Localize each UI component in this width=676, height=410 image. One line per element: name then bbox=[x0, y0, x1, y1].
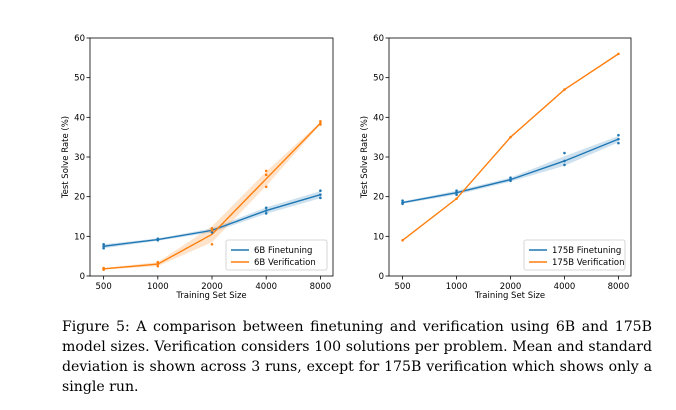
point-6b-finetuning-4000-run2 bbox=[264, 209, 268, 212]
legend-box bbox=[523, 239, 626, 271]
point-175b-finetuning-8000-run3 bbox=[617, 133, 620, 137]
point-6b-verification-8000-run2 bbox=[319, 121, 322, 125]
y-tick-label-50: 50 bbox=[74, 74, 85, 84]
band-6b-finetuning bbox=[103, 191, 321, 249]
y-tick-label-20: 20 bbox=[74, 193, 85, 203]
figure-caption: Figure 5: A comparison between finetunin… bbox=[62, 319, 652, 395]
legend-label-6b-finetuning: 6B Finetuning bbox=[254, 246, 312, 256]
legend-label-175b-verification: 175B Verification bbox=[552, 258, 625, 268]
point-6b-verification-4000-run1 bbox=[264, 185, 268, 189]
y-axis-label: Test Solve Rate (%) bbox=[360, 116, 370, 199]
x-tick-label-2000: 2000 bbox=[500, 282, 522, 292]
y-tick-label-40: 40 bbox=[74, 113, 85, 123]
point-175b-finetuning-4000-run3 bbox=[563, 151, 566, 155]
point-175b-finetuning-4000-run1 bbox=[563, 163, 566, 167]
point-6b-finetuning-500-run3 bbox=[102, 242, 105, 246]
point-6b-finetuning-8000-run1 bbox=[319, 196, 322, 200]
y-tick-label-10: 10 bbox=[74, 232, 85, 242]
point-6b-verification-8000-run3 bbox=[319, 120, 322, 123]
point-175b-verification-8000-run1 bbox=[617, 52, 620, 56]
band-175b-finetuning bbox=[402, 135, 619, 204]
legend-label-175b-finetuning: 175B Finetuning bbox=[552, 246, 621, 256]
x-tick-label-4000: 4000 bbox=[255, 282, 277, 292]
point-6b-finetuning-8000-run2 bbox=[319, 193, 322, 196]
x-tick-label-8000: 8000 bbox=[608, 282, 630, 292]
line-175b-verification bbox=[402, 53, 619, 241]
point-6b-finetuning-500-run2 bbox=[102, 244, 105, 248]
point-6b-verification-1000-run1 bbox=[156, 264, 160, 268]
band-6b-verification bbox=[103, 122, 321, 270]
point-175b-verification-2000-run1 bbox=[509, 135, 512, 139]
point-6b-finetuning-8000-run3 bbox=[319, 189, 322, 193]
x-tick-label-500: 500 bbox=[96, 282, 112, 292]
x-tick-label-1000: 1000 bbox=[147, 282, 169, 292]
y-tick-label-60: 60 bbox=[74, 34, 85, 44]
legend-box bbox=[225, 239, 328, 271]
point-6b-verification-4000-run2 bbox=[264, 173, 268, 177]
y-tick-label-20: 20 bbox=[373, 193, 384, 203]
point-175b-verification-1000-run1 bbox=[455, 197, 458, 200]
y-tick-label-30: 30 bbox=[373, 153, 384, 163]
point-6b-verification-2000-run3 bbox=[210, 227, 214, 230]
point-6b-verification-500-run3 bbox=[102, 266, 105, 270]
x-tick-label-8000: 8000 bbox=[310, 282, 332, 292]
y-axis-label: Test Solve Rate (%) bbox=[61, 116, 71, 199]
x-tick-label-2000: 2000 bbox=[201, 282, 223, 292]
x-tick-label-500: 500 bbox=[394, 282, 410, 292]
point-6b-finetuning-4000-run3 bbox=[264, 206, 268, 210]
point-175b-finetuning-500-run3 bbox=[401, 199, 404, 202]
x-tick-label-4000: 4000 bbox=[554, 282, 576, 292]
point-6b-verification-2000-run1 bbox=[210, 242, 214, 246]
point-6b-verification-4000-run3 bbox=[264, 169, 268, 173]
point-175b-finetuning-1000-run2 bbox=[455, 191, 458, 194]
point-175b-finetuning-1000-run3 bbox=[455, 189, 458, 193]
y-tick-label-40: 40 bbox=[373, 113, 384, 123]
y-tick-label-10: 10 bbox=[373, 232, 384, 242]
point-175b-finetuning-8000-run1 bbox=[617, 141, 620, 145]
point-175b-finetuning-500-run2 bbox=[401, 201, 404, 204]
legend-label-6b-verification: 6B Verification bbox=[254, 258, 316, 268]
legend: 6B Finetuning 6B Verification bbox=[225, 239, 328, 271]
point-175b-finetuning-2000-run3 bbox=[509, 176, 512, 179]
point-6b-finetuning-500-run1 bbox=[102, 246, 105, 250]
point-175b-verification-500-run1 bbox=[401, 239, 404, 242]
line-6b-verification bbox=[103, 122, 321, 270]
point-6b-finetuning-2000-run1 bbox=[210, 231, 214, 234]
x-axis-label: Training Set Size bbox=[175, 291, 246, 301]
y-tick-label-30: 30 bbox=[74, 153, 85, 163]
point-6b-verification-1000-run2 bbox=[156, 262, 160, 266]
point-175b-verification-4000-run1 bbox=[563, 88, 566, 91]
point-6b-verification-1000-run3 bbox=[156, 260, 160, 264]
point-175b-finetuning-8000-run2 bbox=[617, 137, 620, 141]
chart-175b: 0 10 20 30 40 50 60 500 1000 2000 4000 8000 Training… bbox=[360, 34, 632, 301]
y-tick-label-0: 0 bbox=[379, 272, 384, 282]
y-tick-label-60: 60 bbox=[373, 34, 384, 44]
chart-6b: 0 10 20 30 40 50 60 500 1000 2000 4000 8000 Training… bbox=[61, 34, 334, 301]
point-175b-finetuning-4000-run2 bbox=[563, 159, 566, 163]
point-6b-finetuning-4000-run1 bbox=[264, 212, 268, 215]
point-175b-finetuning-2000-run2 bbox=[509, 178, 512, 181]
x-tick-label-1000: 1000 bbox=[446, 282, 468, 292]
point-6b-finetuning-1000-run3 bbox=[156, 237, 160, 241]
y-tick-label-50: 50 bbox=[373, 74, 384, 84]
point-6b-verification-2000-run2 bbox=[210, 229, 214, 232]
x-axis-label: Training Set Size bbox=[474, 291, 545, 301]
point-175b-finetuning-1000-run1 bbox=[455, 193, 458, 196]
y-tick-label-0: 0 bbox=[80, 272, 85, 282]
legend: 175B Finetuning 175B Verification bbox=[523, 239, 626, 271]
